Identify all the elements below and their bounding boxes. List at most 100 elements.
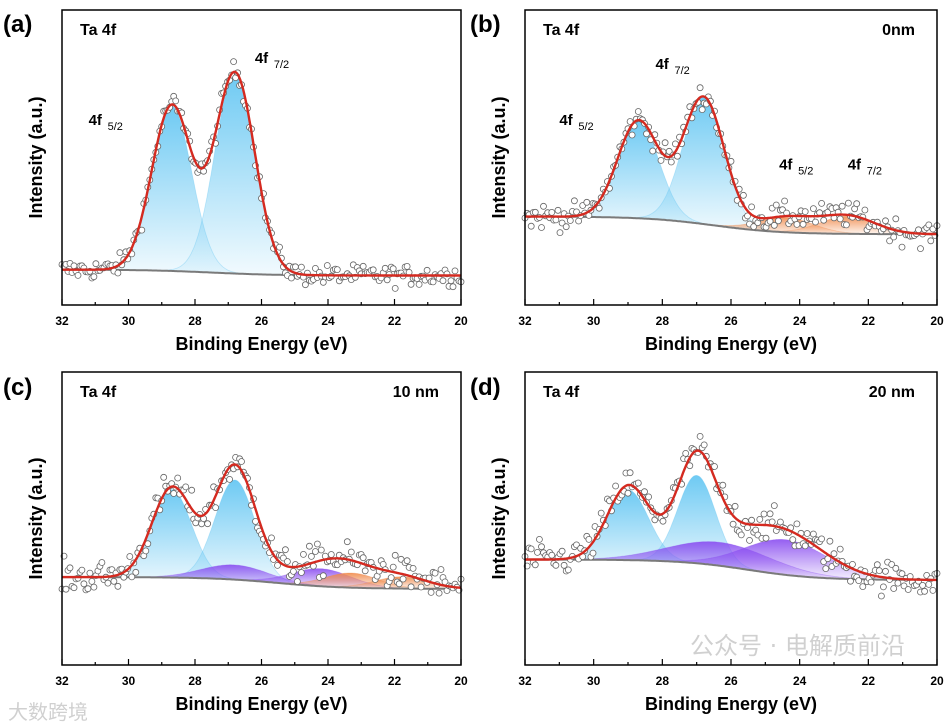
data-point	[359, 554, 367, 562]
data-point	[925, 581, 933, 588]
data-point	[661, 139, 669, 147]
data-point	[552, 561, 560, 569]
data-point	[711, 463, 718, 470]
data-point	[737, 531, 745, 539]
data-point	[766, 510, 774, 518]
data-point	[875, 567, 883, 574]
data-point	[818, 199, 825, 207]
thickness-label: 0nm	[882, 22, 915, 39]
x-tick-label: 22	[862, 674, 876, 688]
data-point	[170, 490, 178, 497]
y-axis-label: Intensity (a.u.)	[26, 96, 46, 218]
x-axis-label: Binding Energy (eV)	[175, 694, 347, 714]
data-point	[700, 441, 708, 449]
peak-annotation-subscript: 5/2	[108, 121, 123, 133]
data-point	[268, 534, 275, 542]
data-point	[789, 536, 797, 543]
data-point	[301, 281, 309, 289]
data-point	[836, 545, 844, 553]
data-point	[921, 587, 928, 595]
data-point	[898, 243, 906, 251]
data-point	[731, 502, 739, 510]
data-point	[929, 587, 937, 594]
data-point	[744, 212, 751, 220]
data-point	[890, 585, 898, 592]
data-point	[770, 502, 778, 510]
data-point	[407, 583, 415, 591]
x-tick-label: 24	[321, 674, 335, 688]
data-point	[566, 217, 574, 224]
data-point	[645, 493, 652, 501]
data-point	[531, 208, 539, 216]
data-point	[403, 557, 411, 565]
data-point	[297, 569, 305, 576]
x-tick-label: 28	[656, 314, 670, 328]
data-point	[66, 564, 74, 572]
data-point	[238, 458, 245, 465]
plot-frame	[524, 371, 938, 666]
x-tick-label: 26	[724, 674, 738, 688]
data-point	[276, 243, 283, 251]
data-point	[628, 131, 636, 139]
data-point	[389, 265, 397, 273]
data-point	[845, 199, 852, 207]
data-point	[595, 204, 603, 212]
data-point	[74, 271, 82, 279]
data-point	[917, 245, 924, 253]
data-point	[585, 536, 593, 543]
data-point	[226, 475, 234, 483]
data-point	[558, 219, 566, 227]
data-point	[898, 570, 906, 578]
data-point	[624, 489, 632, 497]
peak-annotation: 4f	[848, 156, 862, 173]
data-point	[892, 215, 900, 223]
x-tick-label: 24	[793, 674, 807, 688]
data-point	[886, 237, 893, 245]
data-point	[90, 583, 98, 591]
data-point	[323, 262, 331, 269]
data-point	[643, 130, 650, 138]
data-point	[719, 481, 727, 489]
data-point	[826, 537, 834, 545]
data-point	[274, 562, 281, 569]
data-point	[429, 278, 437, 286]
data-point	[812, 218, 819, 226]
data-point	[403, 262, 411, 270]
data-point	[729, 520, 737, 528]
data-point	[283, 558, 291, 565]
x-tick-label: 20	[930, 674, 944, 688]
data-point	[319, 572, 327, 580]
data-point	[387, 574, 395, 581]
data-point	[204, 520, 212, 528]
data-point	[327, 551, 335, 558]
data-point	[128, 573, 136, 581]
data-point	[415, 280, 423, 288]
x-tick-label: 26	[724, 314, 738, 328]
data-point	[626, 118, 634, 125]
data-point	[439, 277, 447, 285]
data-point	[880, 583, 887, 591]
x-axis-label: Binding Energy (eV)	[645, 694, 817, 714]
data-point	[104, 579, 112, 587]
x-tick-label: 28	[656, 674, 670, 688]
peak-annotation: 4f	[655, 56, 669, 73]
data-point	[281, 546, 289, 554]
data-point	[659, 517, 667, 525]
data-point	[770, 221, 778, 229]
data-point	[861, 206, 869, 214]
data-point	[230, 58, 238, 65]
data-point	[548, 208, 556, 216]
data-point	[836, 215, 844, 223]
data-point	[801, 542, 809, 550]
data-point	[449, 283, 457, 291]
data-point	[534, 549, 541, 556]
data-point	[698, 106, 706, 113]
x-tick-label: 22	[862, 314, 876, 328]
data-point	[142, 547, 150, 555]
data-point	[750, 223, 758, 231]
peak-annotation-subscript: 7/2	[867, 165, 882, 177]
data-point	[531, 561, 539, 569]
data-point	[389, 563, 397, 571]
data-point	[527, 222, 535, 230]
x-tick-label: 20	[454, 314, 468, 328]
